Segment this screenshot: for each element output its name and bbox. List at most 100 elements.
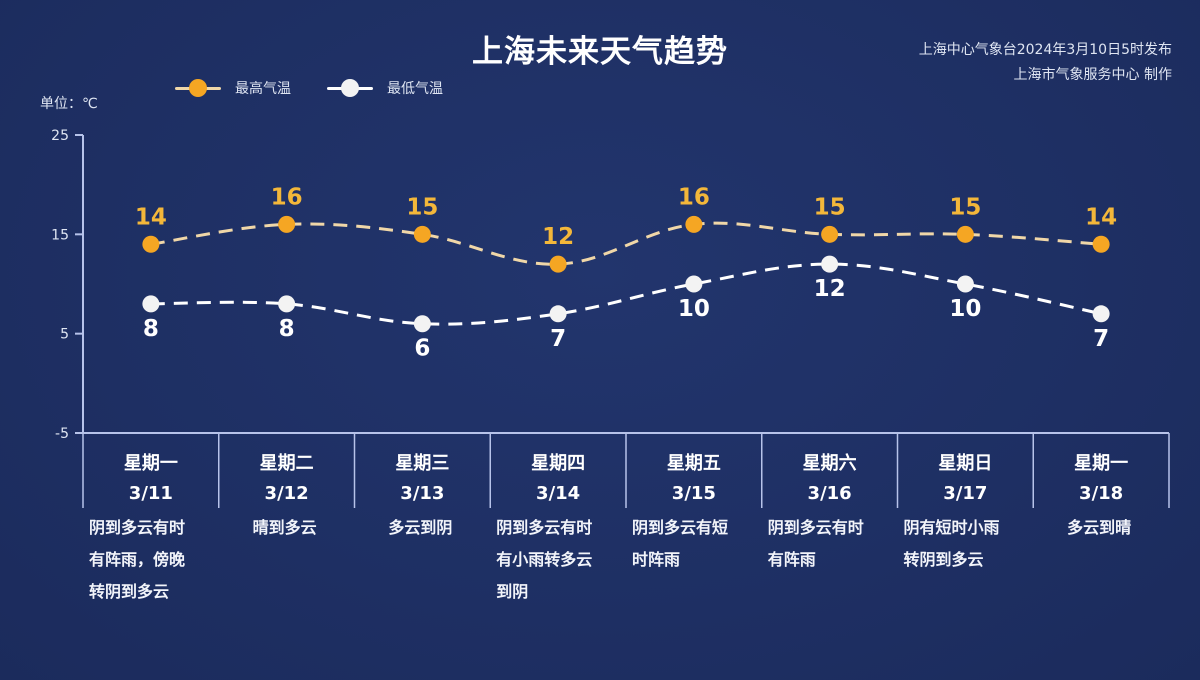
high-temp-value-label: 12 bbox=[542, 224, 574, 250]
day-header: 星期五 3/15 bbox=[626, 433, 762, 508]
day-column: 星期四 3/14 阴到多云有时 有小雨转多云 到阴 bbox=[490, 433, 626, 608]
weekday-label: 星期一 bbox=[1074, 453, 1129, 474]
day-columns: 星期一 3/11 阴到多云有时 有阵雨，傍晚 转阴到多云 星期二 3/12 晴到多云 星期三 3/… bbox=[83, 433, 1169, 608]
y-tick-label: 15 bbox=[51, 227, 69, 243]
low-temp-point bbox=[142, 295, 160, 313]
low-temp-point bbox=[549, 305, 567, 323]
low-temp-line bbox=[150, 262, 1102, 326]
day-header: 星期四 3/14 bbox=[490, 433, 626, 508]
day-column: 星期日 3/17 阴有短时小雨 转阴到多云 bbox=[898, 433, 1034, 608]
weather-description-line: 转阴到多云 bbox=[89, 582, 170, 601]
day-header: 星期六 3/16 bbox=[762, 433, 898, 508]
day-header: 星期一 3/11 bbox=[83, 433, 219, 508]
weather-description: 阴有短时小雨 转阴到多云 bbox=[898, 512, 1034, 576]
publisher-line-2: 上海市气象服务中心 制作 bbox=[1013, 67, 1172, 83]
high-temp-point bbox=[278, 215, 296, 233]
low-temp-point bbox=[278, 295, 296, 313]
high-temp-marker-icon bbox=[175, 78, 221, 98]
legend: 最高气温 最低气温 bbox=[175, 78, 443, 98]
date-label: 3/14 bbox=[536, 483, 581, 504]
low-temp-value-label: 7 bbox=[550, 326, 566, 352]
high-temp-point bbox=[685, 215, 703, 233]
weather-description-line: 到阴 bbox=[496, 582, 529, 601]
weather-description-line: 阴到多云有时 bbox=[496, 518, 593, 537]
date-label: 3/12 bbox=[264, 483, 309, 504]
chart-title: 上海未来天气趋势 bbox=[472, 34, 728, 70]
date-label: 3/17 bbox=[943, 483, 988, 504]
weather-description-line: 有阵雨，傍晚 bbox=[89, 550, 186, 569]
low-temp-point bbox=[1092, 305, 1110, 323]
weather-description-line: 阴到多云有时 bbox=[89, 518, 186, 537]
low-temp-value-label: 8 bbox=[143, 316, 159, 342]
low-temp-value-label: 12 bbox=[814, 276, 846, 302]
low-temp-value-label: 7 bbox=[1093, 326, 1109, 352]
low-temp-point bbox=[685, 275, 703, 293]
low-temp-point bbox=[821, 255, 839, 273]
weekday-label: 星期五 bbox=[666, 453, 721, 474]
weather-description: 多云到阴 bbox=[355, 512, 491, 544]
high-temp-point bbox=[956, 225, 974, 243]
high-temp-point bbox=[549, 255, 567, 273]
weekday-label: 星期一 bbox=[123, 453, 178, 474]
high-temp-line bbox=[150, 221, 1102, 266]
low-temp-point bbox=[956, 275, 974, 293]
publisher-line-1: 上海中心气象台2024年3月10日5时发布 bbox=[918, 42, 1172, 58]
y-tick-label: 5 bbox=[60, 327, 69, 343]
date-label: 3/11 bbox=[128, 483, 173, 504]
day-column: 星期一 3/18 多云到晴 bbox=[1033, 433, 1169, 608]
weekday-label: 星期四 bbox=[531, 453, 586, 474]
day-header: 星期二 3/12 bbox=[219, 433, 355, 508]
weather-description: 阴到多云有时 有阵雨，傍晚 转阴到多云 bbox=[83, 512, 219, 608]
publisher-info: 上海中心气象台2024年3月10日5时发布 上海市气象服务中心 制作 bbox=[919, 38, 1172, 88]
weather-description-line: 时阵雨 bbox=[632, 550, 681, 569]
weather-description-line: 阴到多云有时 bbox=[767, 518, 864, 537]
date-label: 3/18 bbox=[1079, 483, 1124, 504]
weekday-label: 星期日 bbox=[938, 453, 993, 474]
weekday-label: 星期二 bbox=[259, 453, 314, 474]
weather-description-line: 阴到多云有短 bbox=[632, 518, 729, 537]
low-temp-marker-icon bbox=[327, 78, 373, 98]
low-temp-value-label: 6 bbox=[414, 336, 430, 362]
high-temp-value-label: 15 bbox=[949, 194, 981, 220]
weather-description: 阴到多云有时 有小雨转多云 到阴 bbox=[490, 512, 626, 608]
weather-description-line: 有小雨转多云 bbox=[496, 550, 593, 569]
day-column: 星期一 3/11 阴到多云有时 有阵雨，傍晚 转阴到多云 bbox=[83, 433, 219, 608]
y-tick-label: 25 bbox=[51, 128, 69, 144]
high-temp-value-label: 15 bbox=[814, 194, 846, 220]
weather-description-line: 阴有短时小雨 bbox=[903, 518, 1000, 537]
low-temp-value-label: 8 bbox=[279, 316, 295, 342]
day-column: 星期五 3/15 阴到多云有短 时阵雨 bbox=[626, 433, 762, 608]
low-temp-value-label: 10 bbox=[678, 296, 710, 322]
high-temp-value-label: 14 bbox=[1085, 204, 1117, 230]
legend-label-low: 最低气温 bbox=[387, 81, 443, 97]
day-column: 星期六 3/16 阴到多云有时 有阵雨 bbox=[762, 433, 898, 608]
weather-description: 晴到多云 bbox=[219, 512, 355, 544]
weather-description: 阴到多云有时 有阵雨 bbox=[762, 512, 898, 576]
weather-description-line: 有阵雨 bbox=[767, 550, 816, 569]
weather-description-line: 转阴到多云 bbox=[903, 550, 984, 569]
series: 14 16 15 12 16 15 15 14 8 8 6 7 10 12 10 7 bbox=[135, 184, 1117, 361]
legend-item-low: 最低气温 bbox=[327, 78, 443, 98]
date-label: 3/16 bbox=[807, 483, 852, 504]
legend-label-high: 最高气温 bbox=[235, 81, 291, 97]
legend-item-high: 最高气温 bbox=[175, 78, 291, 98]
high-temp-point bbox=[413, 225, 431, 243]
day-column: 星期三 3/13 多云到阴 bbox=[355, 433, 491, 608]
weather-description: 阴到多云有短 时阵雨 bbox=[626, 512, 762, 576]
weekday-label: 星期三 bbox=[395, 453, 450, 474]
y-tick-label: -5 bbox=[55, 426, 69, 442]
high-temp-point bbox=[821, 225, 839, 243]
weather-description-line: 多云到阴 bbox=[388, 518, 453, 537]
date-label: 3/13 bbox=[400, 483, 445, 504]
weather-description-line: 多云到晴 bbox=[1067, 518, 1132, 537]
day-header: 星期三 3/13 bbox=[355, 433, 491, 508]
day-header: 星期日 3/17 bbox=[898, 433, 1034, 508]
high-temp-value-label: 16 bbox=[271, 184, 303, 210]
high-temp-value-label: 15 bbox=[406, 194, 438, 220]
high-temp-value-label: 14 bbox=[135, 204, 167, 230]
unit-label: 单位：℃ bbox=[40, 96, 98, 112]
high-temp-point bbox=[142, 235, 160, 253]
date-label: 3/15 bbox=[671, 483, 716, 504]
